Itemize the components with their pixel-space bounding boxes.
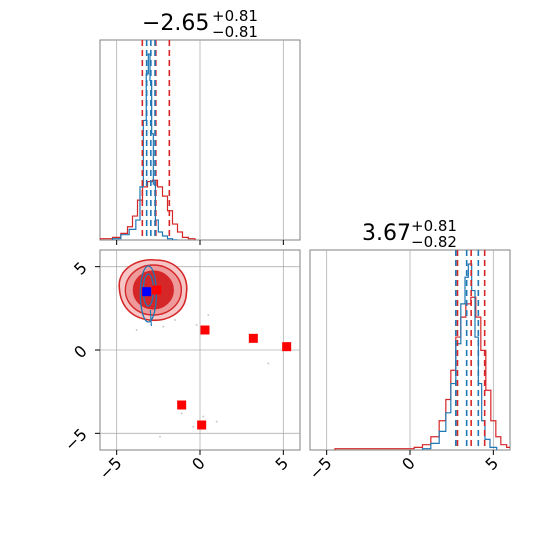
p2-sample-0 (174, 319, 176, 321)
p2-sample-5 (180, 412, 183, 415)
p2-yticklabel-0: −5 (61, 425, 91, 455)
p2-sample-2 (207, 314, 210, 316)
p2-xticklabel-2: 5 (272, 453, 293, 474)
panel2-title-plus: +0.81 (411, 217, 457, 235)
p2-yticklabel-1: 0 (70, 341, 91, 362)
p3-xticklabel-1: 0 (398, 453, 419, 474)
p2-marker-red-5 (197, 420, 207, 430)
p2-marker-red-4 (177, 400, 187, 410)
p1-hist-blue (111, 53, 178, 240)
p3-hist-red (334, 296, 510, 450)
panel-top-left-histogram (99, 39, 301, 245)
p2-marker-blue-0 (142, 287, 152, 297)
p2-marker-red-3 (282, 342, 292, 352)
panel1-title: −2.65 +0.81 −0.81 (142, 7, 258, 41)
panel1-title-plus: +0.81 (212, 7, 258, 25)
p2-sample-11 (159, 435, 161, 438)
p2-xticklabel-0: −5 (95, 453, 125, 483)
panel-bottom-right-histogram: −5 0 5 (305, 249, 511, 484)
p2-sample-10 (195, 324, 198, 326)
panel2-title-minus: −0.82 (411, 233, 457, 251)
p2-xticklabel-1: 0 (188, 453, 209, 474)
p2-sample-6 (202, 415, 205, 418)
panel2-title-main: 3.67 (362, 221, 411, 246)
p2-contour-blue-tail (149, 309, 152, 327)
p2-marker-red-0 (152, 285, 162, 295)
p2-sample-9 (267, 362, 270, 365)
p2-sample-7 (192, 425, 195, 428)
panel2-title: 3.67 +0.81 −0.82 (362, 217, 457, 251)
p2-marker-red-2 (248, 333, 258, 343)
p2-sample-1 (162, 325, 165, 328)
p2-yticklabel-2: 5 (70, 258, 91, 279)
panel1-title-minus: −0.81 (212, 23, 258, 41)
p2-sample-4 (135, 329, 138, 331)
panel1-title-main: −2.65 (142, 11, 209, 36)
p3-xticklabel-0: −5 (305, 453, 335, 483)
p2-sample-8 (215, 420, 218, 423)
p3-xticklabel-2: 5 (482, 453, 503, 474)
panel-bottom-left-contour: −5 0 5 −5 0 5 (61, 249, 301, 484)
p2-marker-red-1 (200, 325, 210, 335)
